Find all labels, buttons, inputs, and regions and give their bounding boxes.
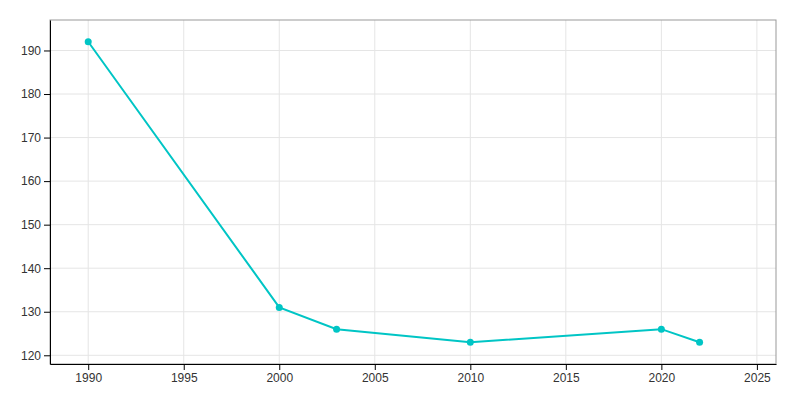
grid-line-x: [756, 20, 757, 364]
grid-line-y: [50, 137, 776, 138]
x-tick: 2015: [553, 364, 580, 385]
y-tick-mark: [44, 268, 50, 269]
x-tick-label: 2000: [266, 371, 293, 385]
x-tick: 1990: [75, 364, 102, 385]
y-tick-label: 120: [21, 349, 41, 363]
grid: [50, 20, 776, 364]
x-tick-mark: [279, 364, 280, 370]
point: [696, 339, 703, 346]
y-tick: 130: [21, 305, 50, 319]
x-tick-label: 2015: [553, 371, 580, 385]
x-tick-label: 2005: [362, 371, 389, 385]
y-axis: 120 130 140 150 160 170 180 190: [21, 21, 51, 365]
x-tick-label: 2010: [457, 371, 484, 385]
x-axis: 1990 1995 2000 2005 2010 2015 2020 2025: [51, 364, 777, 385]
y-tick-label: 150: [21, 218, 41, 232]
grid-line-x: [661, 20, 662, 364]
y-tick: 190: [21, 44, 50, 58]
y-tick-label: 170: [21, 131, 41, 145]
x-tick: 2000: [266, 364, 293, 385]
grid-line-y: [50, 311, 776, 312]
y-tick-label: 160: [21, 174, 41, 188]
y-tick-mark: [44, 355, 50, 356]
x-tick-label: 1990: [75, 371, 102, 385]
x-tick: 2020: [649, 364, 676, 385]
y-tick-mark: [44, 94, 50, 95]
x-tick: 2005: [362, 364, 389, 385]
y-tick-label: 190: [21, 44, 41, 58]
grid-line-y: [50, 94, 776, 95]
x-tick: 1995: [171, 364, 198, 385]
x-tick-mark: [184, 364, 185, 370]
y-tick-mark: [44, 312, 50, 313]
grid-line-x: [374, 20, 375, 364]
y-axis-line: [50, 21, 51, 365]
point: [658, 326, 665, 333]
x-tick-label: 1995: [171, 371, 198, 385]
y-tick-label: 140: [21, 262, 41, 276]
grid-line-y: [50, 355, 776, 356]
y-tick: 180: [21, 87, 50, 101]
y-tick: 160: [21, 174, 50, 188]
point: [333, 326, 340, 333]
plot-frame: [50, 20, 776, 364]
x-tick-label: 2025: [744, 371, 771, 385]
y-tick-label: 130: [21, 305, 41, 319]
grid-line-x: [183, 20, 184, 364]
grid-line-x: [279, 20, 280, 364]
x-axis-line: [51, 364, 777, 365]
y-tick: 120: [21, 349, 50, 363]
line: [88, 42, 699, 342]
y-tick: 140: [21, 262, 50, 276]
x-tick: 2025: [744, 364, 771, 385]
y-tick-mark: [44, 225, 50, 226]
x-tick-mark: [661, 364, 662, 370]
grid-line-x: [88, 20, 89, 364]
x-tick-mark: [470, 364, 471, 370]
point: [85, 38, 92, 45]
point: [467, 339, 474, 346]
grid-line-x: [565, 20, 566, 364]
x-tick-mark: [88, 364, 89, 370]
x-tick-mark: [566, 364, 567, 370]
x-tick-mark: [757, 364, 758, 370]
y-tick-mark: [44, 181, 50, 182]
grid-line-y: [50, 181, 776, 182]
point: [276, 304, 283, 311]
y-tick: 150: [21, 218, 50, 232]
data-layer: [85, 38, 703, 345]
grid-line-x: [470, 20, 471, 364]
plot: 1990 1995 2000 2005 2010 2015 2020 2025 120 130 14…: [21, 20, 777, 385]
y-tick: 170: [21, 131, 50, 145]
y-tick-label: 180: [21, 87, 41, 101]
x-tick-label: 2020: [649, 371, 676, 385]
x-tick-mark: [375, 364, 376, 370]
chart: 1990 1995 2000 2005 2010 2015 2020 2025 120 130 14…: [0, 0, 800, 400]
x-tick: 2010: [457, 364, 484, 385]
y-tick-mark: [44, 138, 50, 139]
y-tick-mark: [44, 50, 50, 51]
grid-line-y: [50, 50, 776, 51]
grid-line-y: [50, 224, 776, 225]
grid-line-y: [50, 268, 776, 269]
